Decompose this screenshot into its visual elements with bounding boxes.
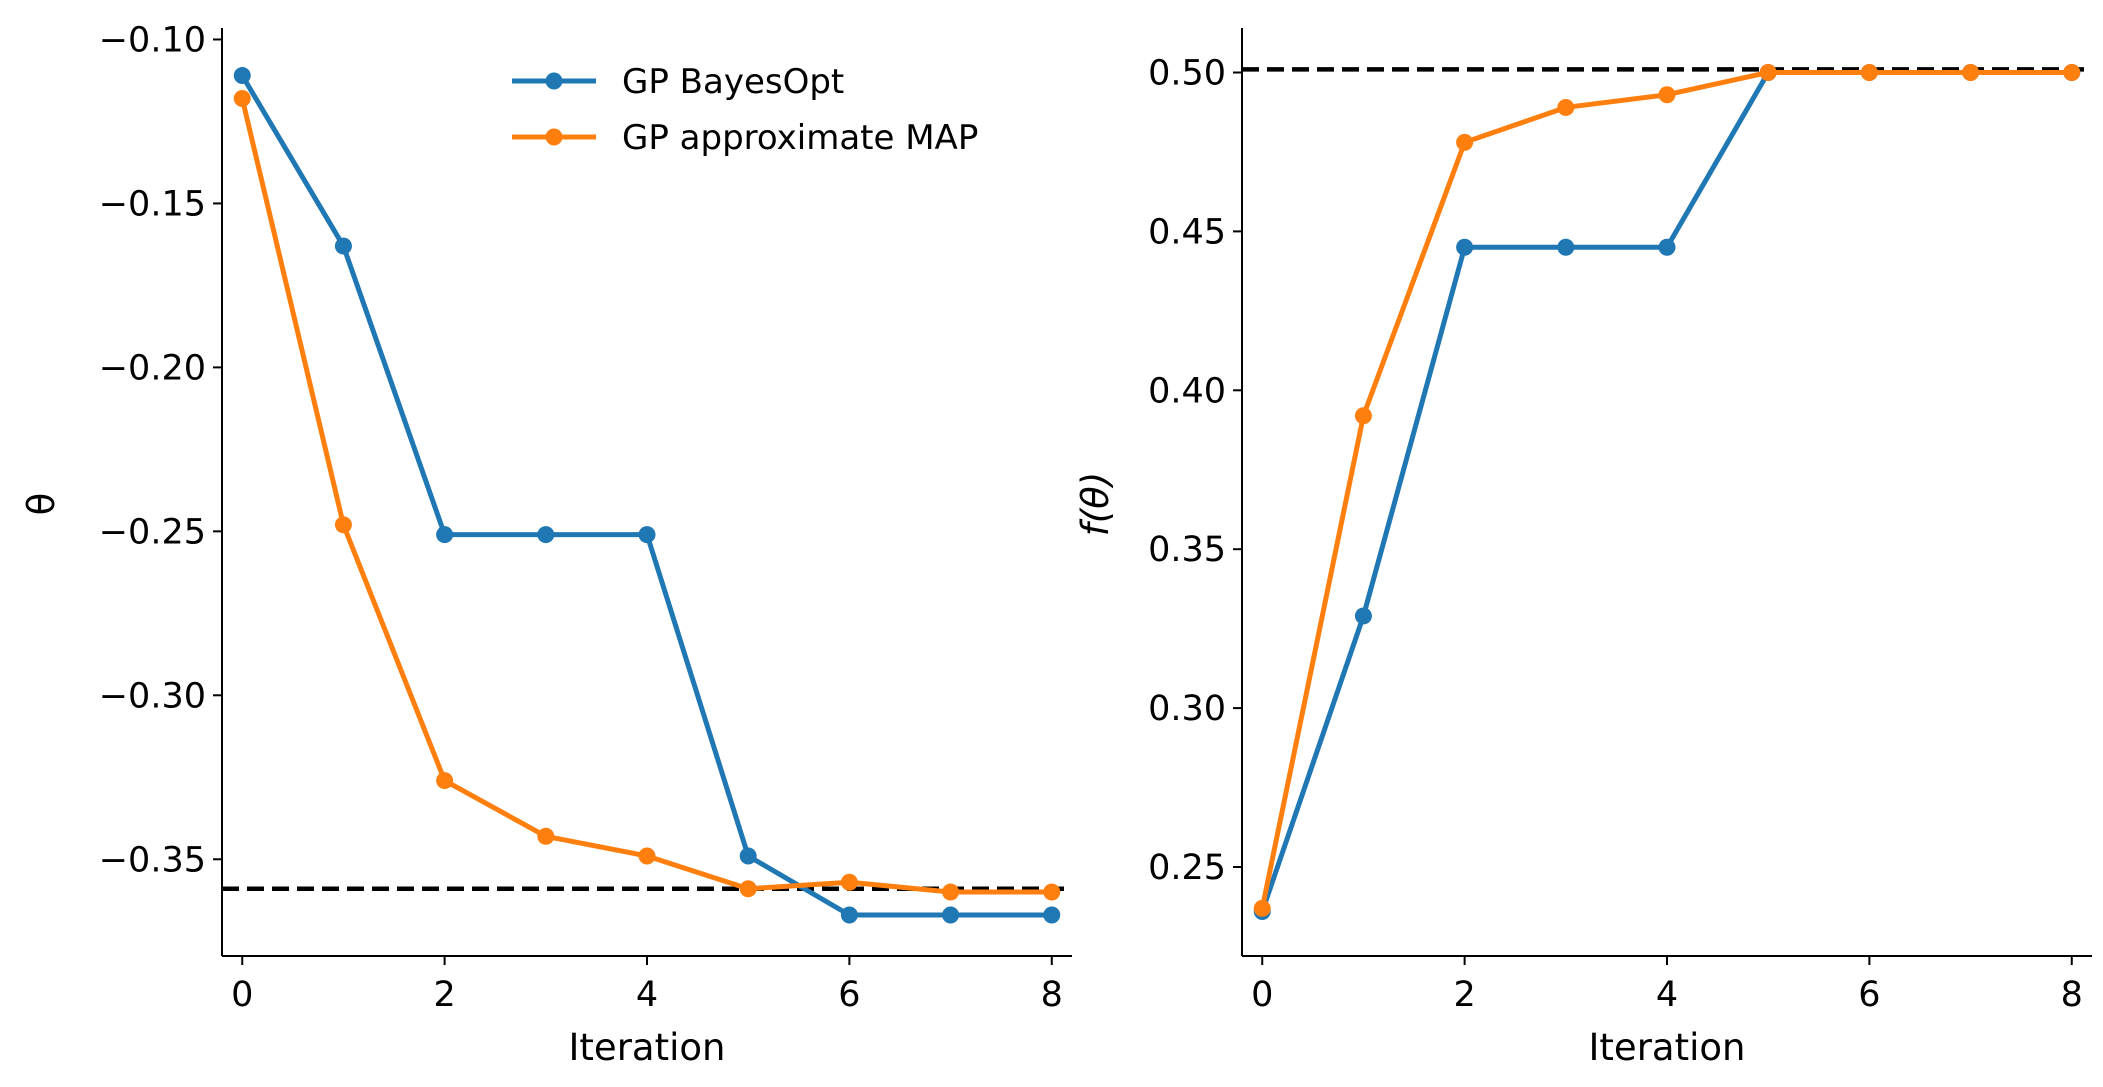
data-point	[1658, 86, 1676, 104]
y-tick-label: 0.25	[1148, 848, 1226, 888]
data-point	[739, 880, 757, 898]
data-point	[1962, 63, 1980, 81]
data-point	[233, 67, 251, 85]
data-point	[1759, 63, 1777, 81]
x-tick-label: 2	[1453, 975, 1475, 1015]
series-1	[233, 67, 1061, 924]
x-tick-label: 4	[636, 975, 658, 1015]
data-point	[1456, 133, 1474, 151]
data-point	[638, 847, 656, 865]
data-point	[334, 237, 352, 255]
legend: GP BayesOpt GP approximate MAP	[512, 62, 978, 158]
x-tick-label: 0	[1251, 975, 1273, 1015]
series-line	[1259, 69, 2072, 913]
data-point	[1043, 906, 1061, 924]
x-tick-label: 2	[433, 975, 455, 1015]
data-point	[334, 516, 352, 534]
y-tick-label: 0.50	[1148, 53, 1226, 93]
series-2	[233, 90, 1061, 901]
x-tick-label: 6	[1858, 975, 1880, 1015]
data-point	[840, 906, 858, 924]
y-tick-label: 0.45	[1148, 212, 1226, 252]
data-point	[1354, 607, 1372, 625]
x-axis-label: Iteration	[1589, 1026, 1746, 1069]
y-tick-label: −0.10	[99, 20, 206, 60]
x-tick-label: 4	[1656, 975, 1678, 1015]
chart-panel-2: 0 2 4 6 8 0.25 0.30 0.35 0.40 0.45 0.50 Iteration f(…	[1074, 28, 2092, 1069]
x-axis-label: Iteration	[569, 1026, 726, 1069]
data-point	[436, 526, 454, 544]
legend-label: GP approximate MAP	[622, 118, 978, 158]
data-point	[1658, 238, 1676, 256]
data-point	[1557, 238, 1575, 256]
y-tick-label: 0.35	[1148, 530, 1226, 570]
series-line	[240, 74, 1052, 918]
data-point	[638, 526, 656, 544]
data-point	[537, 526, 555, 544]
legend-marker	[545, 128, 563, 146]
x-tick-label: 8	[1041, 975, 1063, 1015]
legend-marker	[545, 72, 563, 90]
data-point	[1253, 899, 1271, 917]
data-point	[233, 90, 251, 108]
x-tick-label: 8	[2061, 975, 2083, 1015]
data-point	[942, 906, 960, 924]
series-line	[1259, 69, 2072, 909]
data-point	[2063, 63, 2081, 81]
data-point	[436, 772, 454, 790]
y-tick-label: −0.30	[99, 676, 206, 716]
series-1	[1253, 63, 2081, 921]
data-point	[1860, 63, 1878, 81]
data-point	[739, 847, 757, 865]
x-tick-label: 0	[231, 975, 253, 1015]
x-tick-label: 6	[838, 975, 860, 1015]
series-line	[239, 97, 1052, 895]
data-point	[1557, 98, 1575, 116]
data-point	[1043, 883, 1061, 901]
y-tick-label: −0.15	[99, 184, 206, 224]
y-tick-label: −0.35	[99, 840, 206, 880]
legend-label: GP BayesOpt	[622, 62, 844, 102]
y-tick-label: 0.40	[1148, 371, 1226, 411]
data-point	[840, 873, 858, 891]
data-point	[942, 883, 960, 901]
data-point	[537, 827, 555, 845]
series-2	[1253, 63, 2081, 917]
chart-panel-1: 0 2 4 6 8 −0.10 −0.15 −0.20 −0.25 −0.30 −0.35 Itera…	[20, 20, 1072, 1069]
y-axis-label: f(θ)	[1074, 472, 1117, 537]
y-tick-label: −0.20	[99, 348, 206, 388]
y-axis-label: θ	[20, 493, 63, 516]
y-tick-label: −0.25	[99, 512, 206, 552]
y-tick-label: 0.30	[1148, 689, 1226, 729]
data-point	[1456, 238, 1474, 256]
data-point	[1354, 407, 1372, 425]
